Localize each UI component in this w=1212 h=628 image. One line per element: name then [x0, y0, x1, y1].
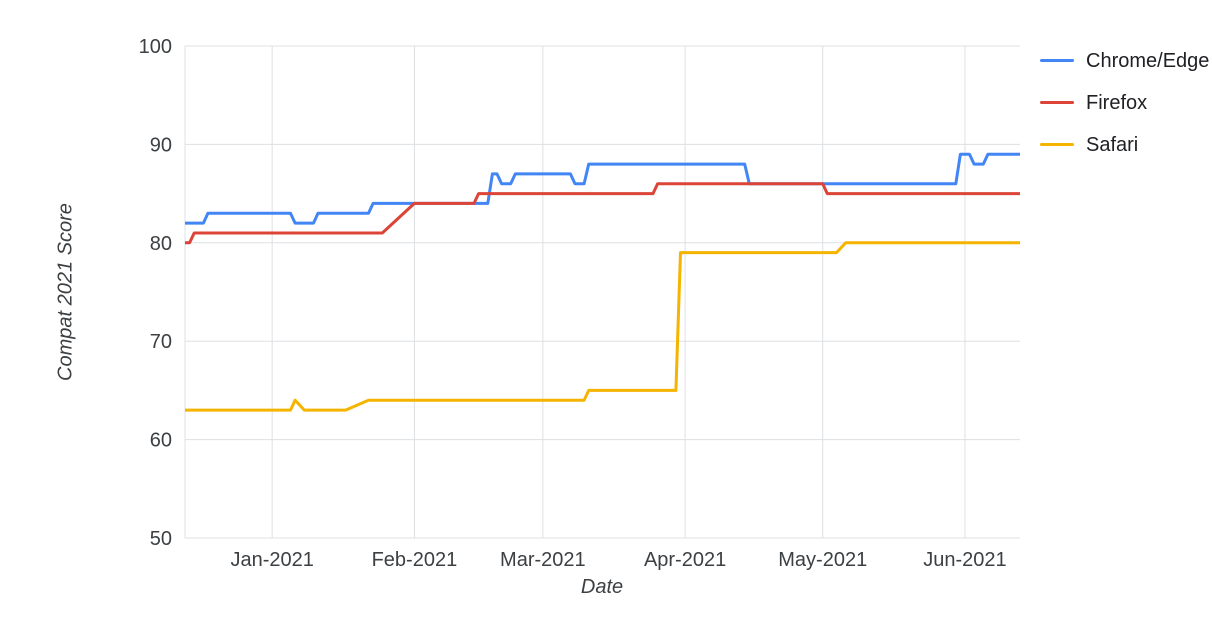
y-axis-title: Compat 2021 Score	[55, 203, 78, 381]
chart-legend: Chrome/Edge Firefox Safari	[1040, 46, 1212, 160]
series-line-chrome-edge	[185, 152, 1020, 225]
legend-item-safari: Safari	[1040, 130, 1212, 160]
x-tick-label: May-2021	[778, 549, 867, 571]
x-tick-label: Jun-2021	[923, 549, 1006, 571]
legend-swatch-0	[1040, 59, 1074, 62]
legend-swatch-2	[1040, 143, 1074, 146]
y-tick-label: 70	[150, 331, 172, 353]
x-tick-label: Feb-2021	[372, 549, 458, 571]
legend-label-firefox: Firefox	[1086, 92, 1148, 114]
legend-label-chrome-edge: Chrome/Edge	[1086, 50, 1210, 72]
legend-swatch-1	[1040, 101, 1074, 104]
x-tick-label: Jan-2021	[230, 549, 313, 571]
legend-item-chrome-edge: Chrome/Edge	[1040, 46, 1212, 76]
series-line-safari	[185, 241, 1020, 412]
y-axis-title-text: Compat 2021 Score	[54, 203, 77, 381]
x-tick-label: Apr-2021	[644, 549, 726, 571]
y-tick-label: 50	[150, 528, 172, 550]
y-tick-label: 60	[150, 430, 172, 452]
y-tick-label: 100	[139, 36, 172, 58]
x-axis-title: Date	[580, 576, 624, 598]
legend-item-firefox: Firefox	[1040, 88, 1212, 118]
y-tick-label: 80	[150, 233, 172, 255]
series-line-firefox	[185, 182, 1020, 245]
x-tick-label: Mar-2021	[500, 549, 586, 571]
y-tick-label: 90	[150, 134, 172, 156]
legend-label-safari: Safari	[1086, 134, 1139, 156]
